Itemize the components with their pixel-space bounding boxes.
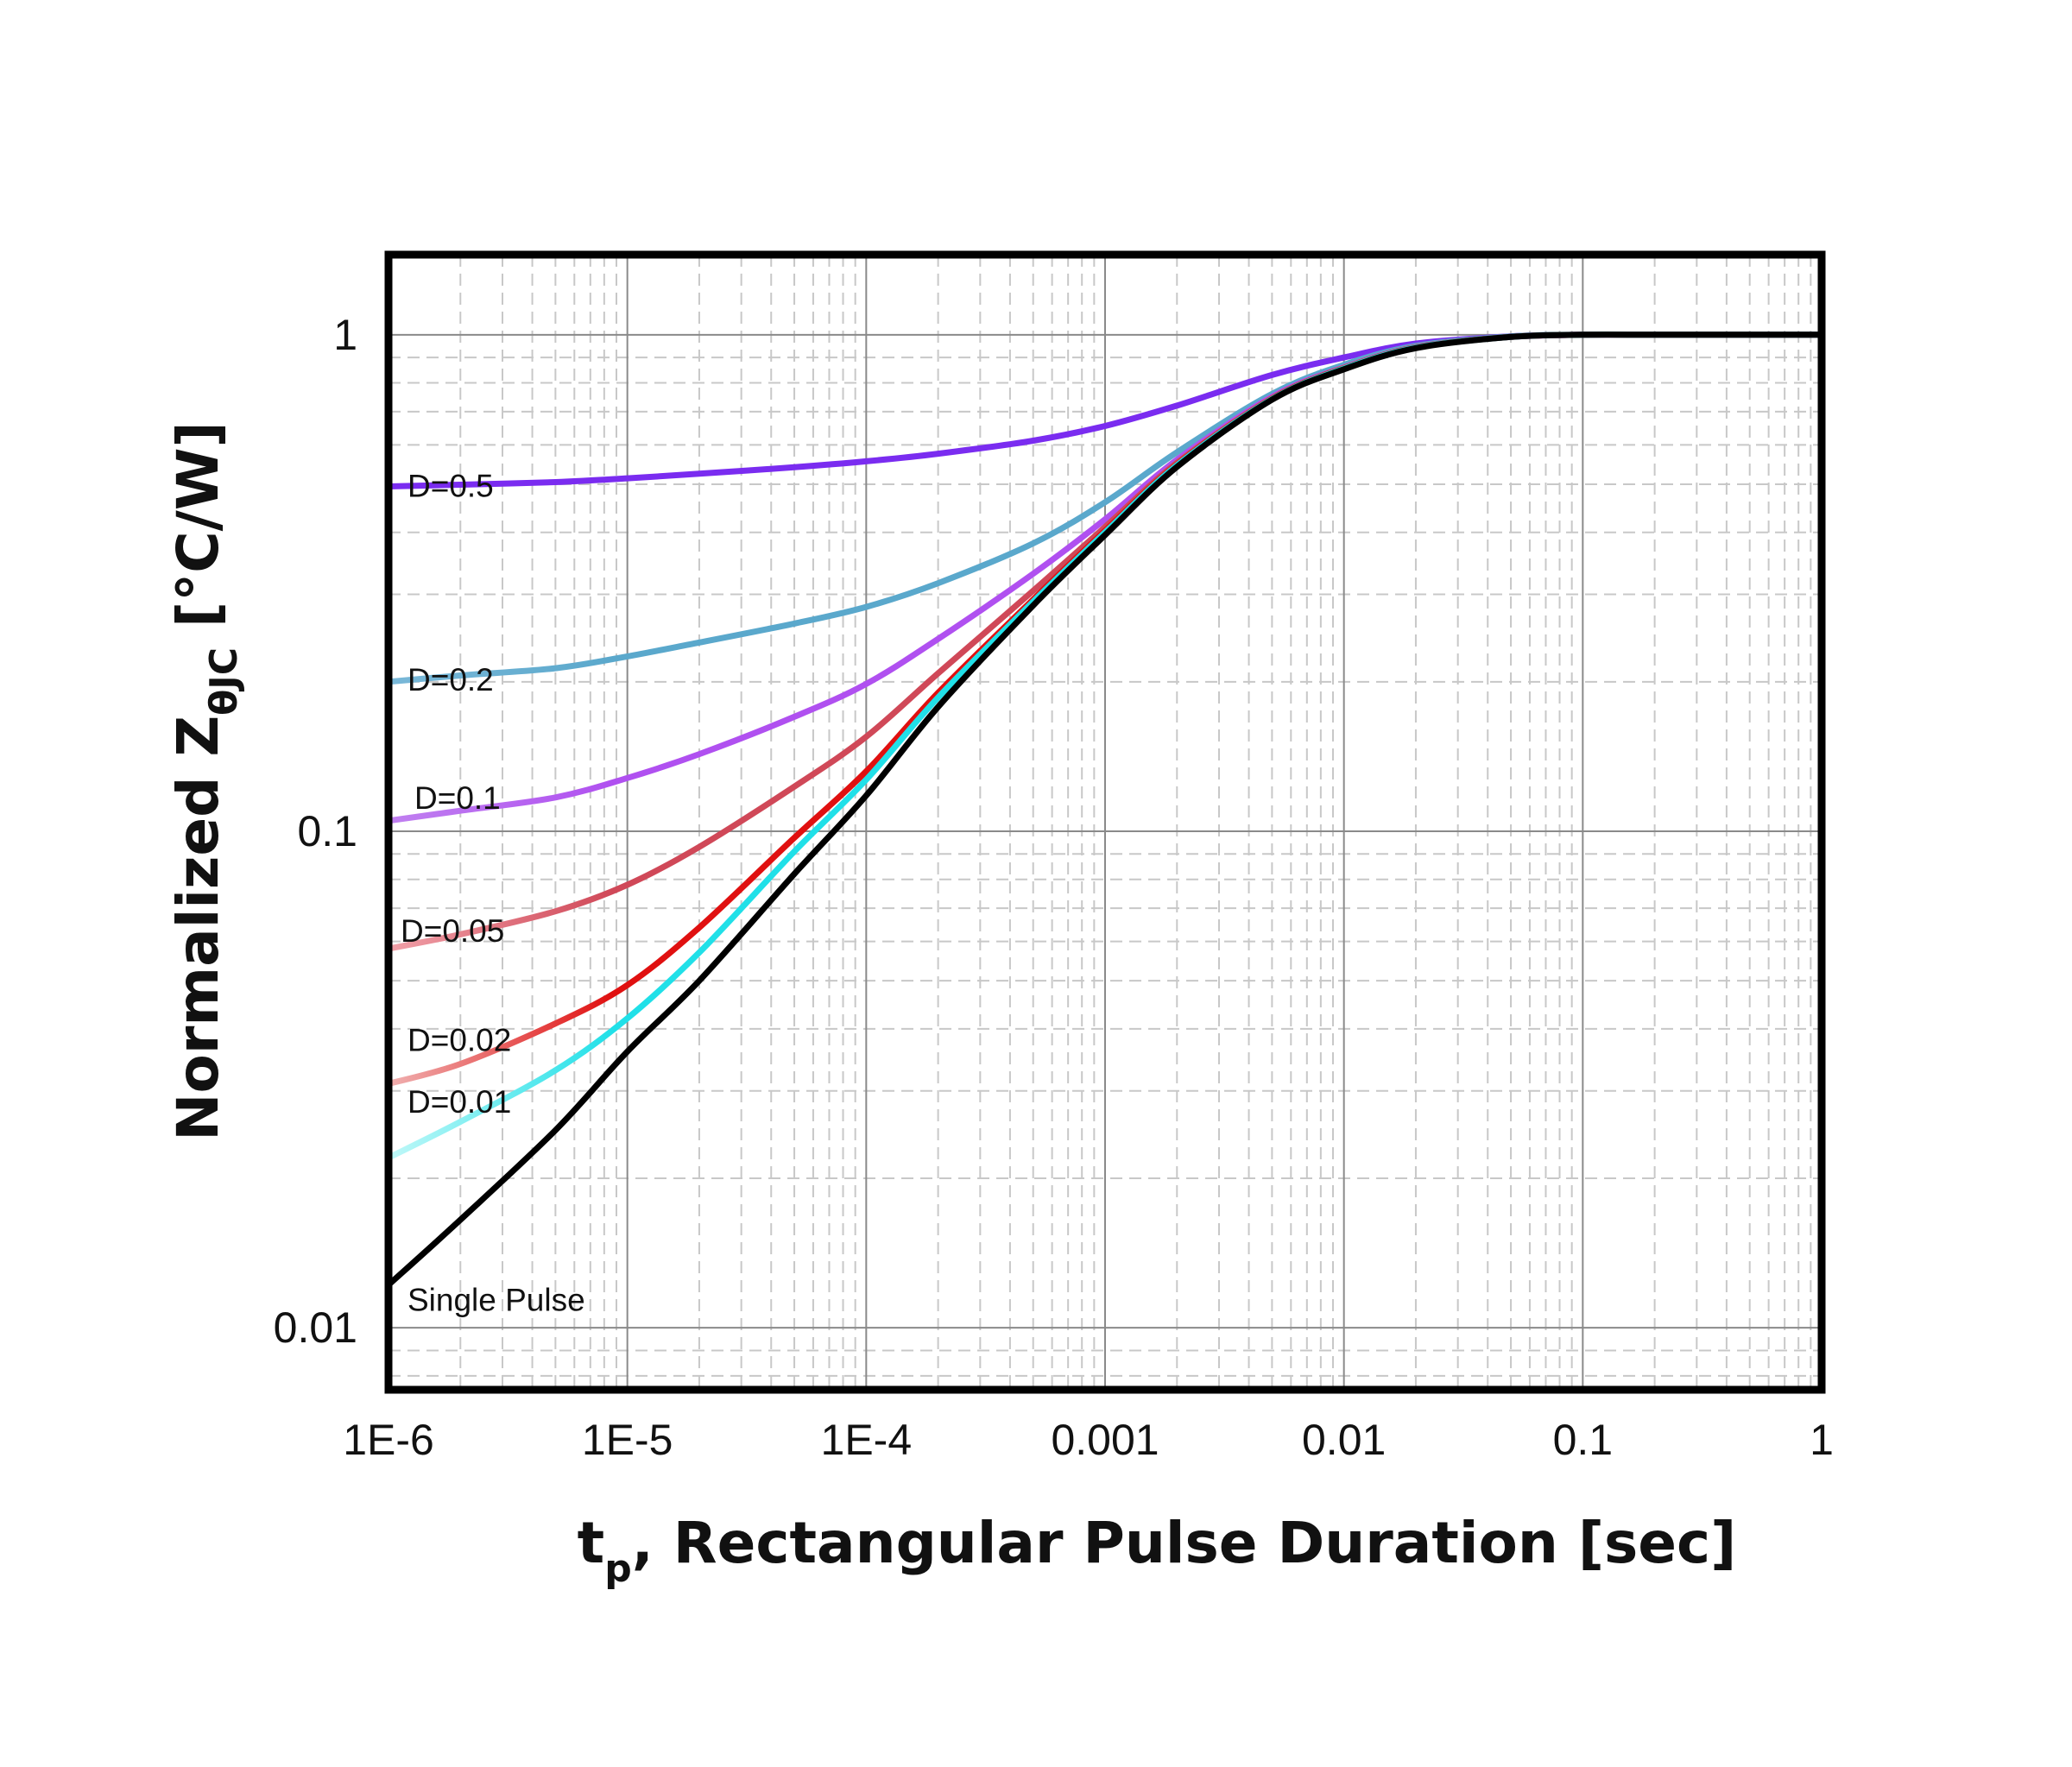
x-tick-label: 0.01 xyxy=(1302,1416,1386,1464)
series-label: D=0.2 xyxy=(407,662,494,697)
x-tick-label: 1E-6 xyxy=(343,1416,434,1464)
series-label: Single Pulse xyxy=(407,1282,585,1317)
y-axis-title-sub: θJC xyxy=(202,647,246,716)
y-tick-label: 0.01 xyxy=(274,1303,357,1352)
x-axis-title-sub: p xyxy=(604,1547,632,1591)
y-tick-label: 0.1 xyxy=(297,807,357,855)
x-tick-label: 1E-4 xyxy=(821,1416,913,1464)
y-tick-labels: 0.01 0.1 1 xyxy=(274,311,357,1352)
y-axis-title: Normalized ZθJC [°C/W] xyxy=(165,421,246,1140)
x-tick-label: 1 xyxy=(1810,1416,1834,1464)
x-tick-label: 0.001 xyxy=(1051,1416,1159,1464)
series-labels: D=0.5 D=0.2 D=0.1 D=0.05 D=0.02 D=0.01 Single … xyxy=(401,468,585,1317)
series-label: D=0.5 xyxy=(407,468,494,503)
series-label: D=0.1 xyxy=(414,780,501,816)
series-label: D=0.02 xyxy=(407,1023,511,1058)
y-tick-label: 1 xyxy=(333,311,357,359)
plot-frame xyxy=(384,250,1826,1394)
x-axis-title-rest: , Rectangular Pulse Duration [sec] xyxy=(632,1510,1737,1576)
x-axis-title-main: t xyxy=(578,1510,605,1576)
x-tick-labels: 1E-6 1E-5 1E-4 0.001 0.01 0.1 1 xyxy=(343,1416,1834,1464)
series-layer xyxy=(385,331,1825,1288)
y-axis-title-rest: [°C/W] xyxy=(165,421,231,647)
y-axis-title-main: Normalized Z xyxy=(165,716,231,1141)
series-line-single-pulse xyxy=(385,331,1825,1288)
x-tick-label: 1E-5 xyxy=(582,1416,673,1464)
series-label: D=0.05 xyxy=(401,913,504,949)
series-label: D=0.01 xyxy=(407,1084,511,1120)
x-axis-title: tp, Rectangular Pulse Duration [sec] xyxy=(578,1510,1737,1591)
x-tick-label: 0.1 xyxy=(1553,1416,1614,1464)
